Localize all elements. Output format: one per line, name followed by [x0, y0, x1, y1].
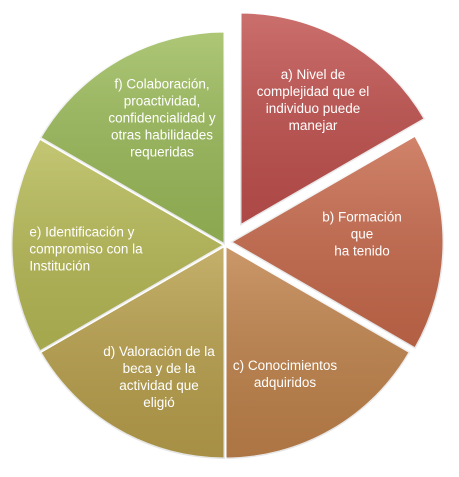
pie-wedge-shade-f [39, 31, 225, 245]
segment-label-a: a) Nivel de complejidad que el individuo… [256, 67, 370, 133]
segment-label-f: f) Colaboración, proactividad, confidenc… [108, 76, 216, 160]
pie-wedge-shade-e [10, 138, 225, 352]
pie-wedge-shade-d [39, 245, 225, 459]
pie-wedge-shade-c [225, 245, 411, 459]
segment-label-c: c) Conocimientos adquiridos [232, 358, 338, 390]
segment-label-d: d) Valoración de la beca y de la activid… [103, 344, 215, 410]
segment-label-b: b) Formación que ha tenido [322, 209, 402, 259]
pie-wedge-shade-a [240, 12, 426, 226]
pie-wedge-shade-b [230, 135, 445, 349]
segment-label-e: e) Identificación y compromiso con la In… [29, 224, 143, 274]
